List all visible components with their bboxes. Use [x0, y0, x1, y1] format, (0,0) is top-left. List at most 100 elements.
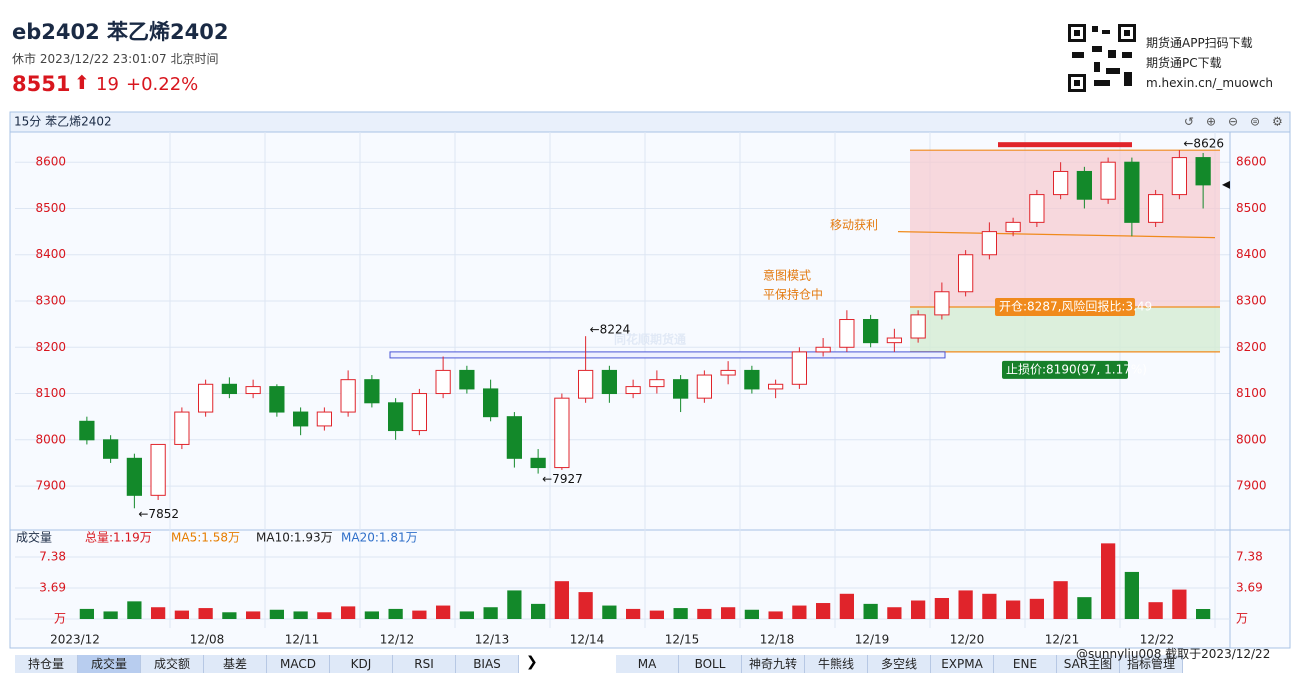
- tab[interactable]: RSI: [393, 655, 456, 673]
- volume-bar: [246, 611, 261, 619]
- volume-tick-label-right: 3.69: [1236, 580, 1263, 594]
- tab[interactable]: 成交额: [141, 655, 204, 673]
- y-tick-label: 8200: [35, 340, 66, 354]
- y2-tick-label: 7900: [1236, 479, 1267, 493]
- candle-body: [150, 443, 166, 496]
- candle-body: [1076, 170, 1092, 200]
- y2-tick-label: 8400: [1236, 247, 1267, 261]
- candle-body: [340, 379, 356, 413]
- candle-body: [1195, 157, 1211, 186]
- candle-body: [269, 386, 285, 413]
- x-tick-label: 12/21: [1045, 633, 1080, 647]
- volume-bar: [934, 597, 949, 619]
- tab[interactable]: 基差: [204, 655, 267, 673]
- candle-body: [506, 416, 522, 459]
- qr-code: [1066, 22, 1138, 94]
- volume-bar: [436, 605, 451, 619]
- volume-bar: [1124, 571, 1139, 619]
- extreme-label: ←7852: [138, 507, 179, 521]
- panel-icon[interactable]: ⊕: [1206, 115, 1216, 129]
- candle-body: [459, 369, 475, 390]
- candle-body: [625, 386, 641, 395]
- candle-body: [1100, 161, 1116, 200]
- tab[interactable]: 多空线: [868, 655, 931, 673]
- candle-body: [1053, 170, 1069, 196]
- status: 休市 2023/12/22 23:01:07 北京时间: [12, 52, 219, 66]
- candle-body: [744, 369, 760, 390]
- volume-bar: [293, 611, 308, 619]
- tab[interactable]: SAR主图: [1057, 655, 1120, 673]
- qr-line: 期货通APP扫码下载: [1146, 36, 1253, 50]
- x-tick-label: 12/12: [380, 633, 415, 647]
- volume-bar: [768, 611, 783, 619]
- qr-line: m.hexin.cn/_muowch: [1146, 76, 1274, 90]
- tab[interactable]: 指标管理: [1120, 655, 1183, 673]
- candle-body: [411, 393, 427, 432]
- tab[interactable]: 牛熊线: [805, 655, 868, 673]
- volume-bar: [341, 606, 356, 619]
- tab[interactable]: EXPMA: [931, 655, 994, 673]
- candle-body: [791, 351, 807, 385]
- credit: @sunnyliu008 截取于2023/12/22: [1076, 647, 1271, 661]
- panel-header: [9, 111, 1291, 133]
- volume-bar: [412, 610, 427, 619]
- tab[interactable]: ENE: [994, 655, 1057, 673]
- candle-body: [839, 319, 855, 348]
- candle-body: [483, 388, 499, 418]
- volume-tick-label-right: 7.38: [1236, 549, 1263, 563]
- volume-bar: [887, 607, 902, 619]
- volume-tick-label: 3.69: [39, 580, 66, 594]
- tab[interactable]: KDJ: [330, 655, 393, 673]
- volume-bar: [554, 581, 569, 619]
- tab[interactable]: MACD: [267, 655, 330, 673]
- volume-bar: [792, 605, 807, 619]
- tabs-left: 持仓量 成交量 成交额 基差 MACD KDJ RSI BIAS: [15, 653, 519, 673]
- candle-body: [1124, 161, 1140, 223]
- volume-bar: [602, 605, 617, 619]
- volume-bar: [103, 611, 118, 619]
- candle-body: [316, 411, 332, 427]
- panel-icon[interactable]: ↺: [1184, 115, 1194, 129]
- x-tick-label: 12/18: [760, 633, 795, 647]
- volume-bar: [1077, 597, 1092, 619]
- candle-body: [174, 411, 190, 445]
- tab[interactable]: 成交量: [78, 655, 141, 673]
- volume-bar: [673, 608, 688, 619]
- y-tick-label: 7900: [35, 479, 66, 493]
- stop-tag-bg: [1002, 360, 1128, 379]
- watermark: 同花顺期货通: [614, 332, 686, 347]
- volume-bar: [507, 590, 522, 619]
- tab[interactable]: 持仓量: [15, 655, 78, 673]
- volume-bar: [578, 592, 593, 619]
- candle-body: [815, 346, 831, 353]
- y2-tick-label: 8000: [1236, 432, 1267, 446]
- volume-bar: [1006, 600, 1021, 619]
- mode-label: 平保持仓中: [763, 287, 823, 302]
- y2-tick-label: 8600: [1236, 155, 1267, 169]
- more[interactable]: ❯: [526, 654, 538, 670]
- panel-icon[interactable]: ⊜: [1250, 115, 1260, 129]
- panel-icon[interactable]: ⊖: [1228, 115, 1238, 129]
- volume-panel: [9, 529, 1291, 649]
- volume-bar: [1148, 602, 1163, 619]
- volume-bar: [79, 608, 94, 619]
- y-tick-label: 8100: [35, 386, 66, 400]
- candle-body: [435, 369, 451, 395]
- extreme-label: ←8626: [1183, 137, 1224, 151]
- entry-label: 开仓:8287,风险回报比:3.49: [999, 299, 1152, 314]
- qr-text: 期货通APP扫码下载 期货通PC下载 m.hexin.cn/_muowch: [1146, 33, 1273, 93]
- panel-icon[interactable]: ⚙: [1272, 115, 1283, 129]
- tab[interactable]: BIAS: [456, 655, 519, 673]
- volume-bar: [151, 607, 166, 619]
- volume-bar: [649, 610, 664, 619]
- tab[interactable]: 神奇九转: [742, 655, 805, 673]
- candle-body: [578, 369, 594, 399]
- trail-label: 移动获利: [830, 218, 878, 232]
- candle-body: [79, 420, 95, 441]
- volume-bar: [982, 593, 997, 619]
- tab[interactable]: MA: [616, 655, 679, 673]
- tab[interactable]: BOLL: [679, 655, 742, 673]
- volume-bar: [198, 608, 213, 619]
- price: 8551: [12, 72, 71, 96]
